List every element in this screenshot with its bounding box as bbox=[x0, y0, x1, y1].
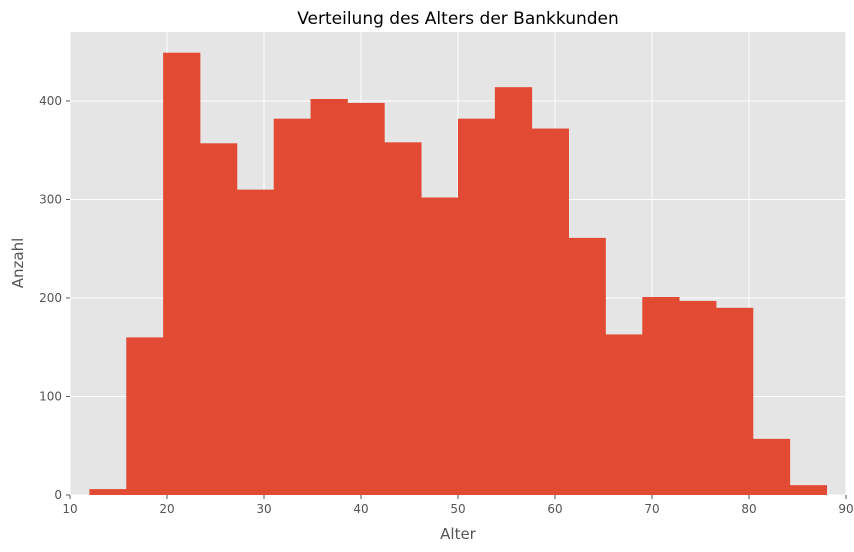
histogram-bar bbox=[531, 128, 569, 496]
histogram-bar bbox=[458, 118, 496, 495]
x-tick-label: 40 bbox=[353, 502, 368, 516]
x-tick-label: 80 bbox=[741, 502, 756, 516]
y-tick-label: 200 bbox=[39, 291, 62, 305]
x-tick-label: 70 bbox=[644, 502, 659, 516]
x-tick-label: 60 bbox=[547, 502, 562, 516]
histogram-bar bbox=[789, 485, 827, 495]
x-tick-label: 30 bbox=[256, 502, 271, 516]
histogram-bar bbox=[273, 118, 311, 495]
y-tick-label: 400 bbox=[39, 94, 62, 108]
histogram-bars bbox=[89, 52, 827, 496]
histogram-bar bbox=[605, 334, 643, 495]
histogram-bar bbox=[163, 52, 201, 496]
x-tick-label: 90 bbox=[838, 502, 853, 516]
histogram-bar bbox=[236, 189, 275, 496]
histogram-bar bbox=[421, 197, 459, 496]
histogram-bar bbox=[568, 237, 606, 495]
y-axis-label: Anzahl bbox=[9, 238, 27, 289]
histogram-bar bbox=[679, 300, 717, 495]
chart-title: Verteilung des Alters der Bankkunden bbox=[297, 9, 619, 29]
histogram-bar bbox=[89, 489, 127, 495]
x-axis-ticks: 10 20 30 40 50 60 70 80 90 bbox=[62, 495, 854, 516]
histogram-bar bbox=[384, 142, 422, 495]
x-axis-label: Alter bbox=[440, 525, 477, 543]
histogram-bar bbox=[494, 87, 533, 495]
y-axis-ticks: 0 100 200 300 400 bbox=[39, 94, 70, 502]
histogram-bar bbox=[642, 296, 680, 495]
y-tick-label: 300 bbox=[39, 192, 62, 206]
x-tick-label: 20 bbox=[159, 502, 174, 516]
y-tick-label: 100 bbox=[39, 389, 62, 403]
histogram-bar bbox=[199, 143, 238, 495]
x-tick-label: 10 bbox=[62, 502, 77, 516]
x-tick-label: 50 bbox=[450, 502, 465, 516]
histogram-bar bbox=[347, 102, 385, 495]
y-tick-label: 0 bbox=[54, 488, 62, 502]
histogram-bar bbox=[126, 337, 164, 495]
histogram-bar bbox=[310, 98, 348, 495]
histogram-bar bbox=[716, 307, 754, 495]
histogram-bar bbox=[752, 438, 791, 495]
